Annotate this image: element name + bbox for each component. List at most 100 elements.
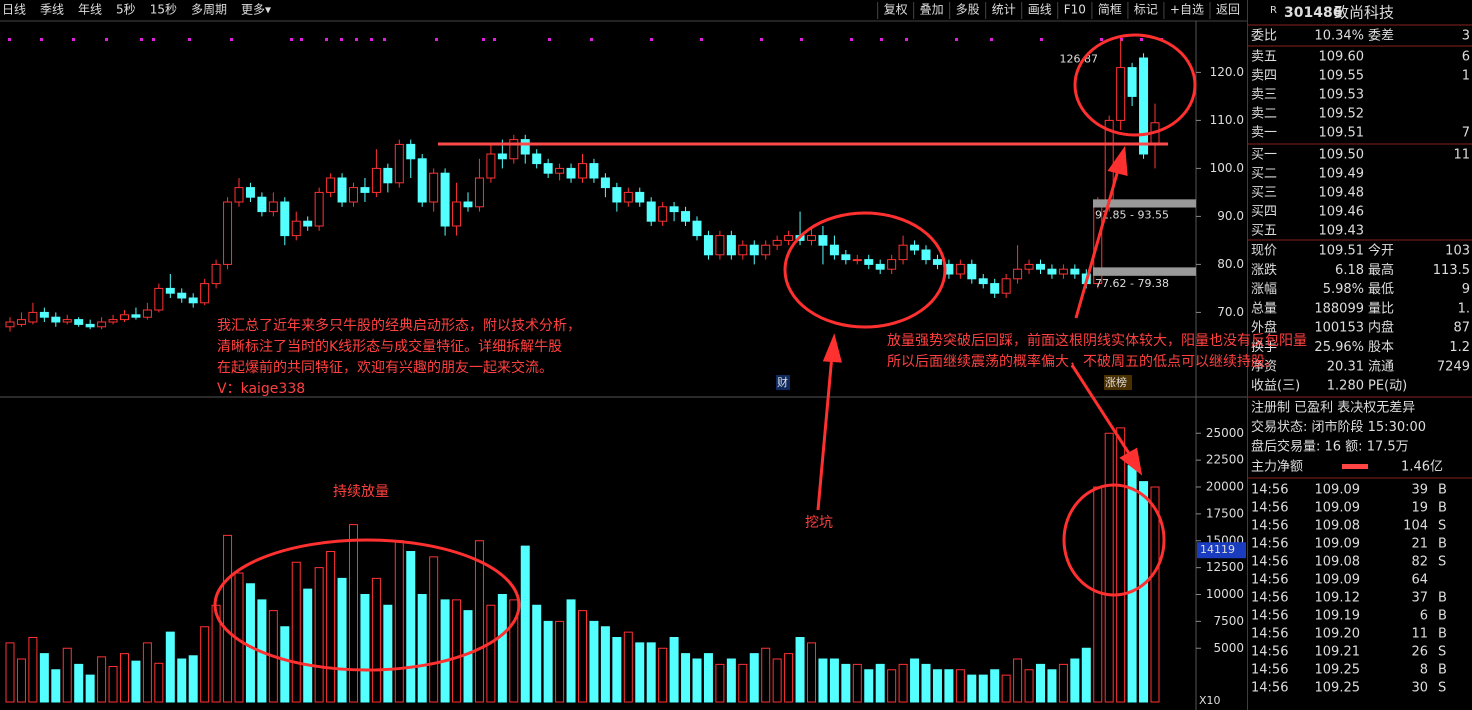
- toolbar-button[interactable]: 统计: [992, 3, 1016, 17]
- candle-body: [1036, 263, 1045, 270]
- candle-body: [474, 177, 484, 208]
- panel-cell: 109.09: [1315, 573, 1361, 588]
- panel-cell: 今开: [1368, 243, 1394, 259]
- candle-body: [383, 167, 393, 184]
- candle-body: [280, 201, 290, 237]
- panel-cell: 1.280: [1327, 379, 1364, 394]
- signal-dot: [880, 38, 883, 41]
- volume-bar: [990, 669, 1000, 703]
- panel-cell: 14:56: [1251, 645, 1288, 660]
- volume-bar: [429, 556, 439, 703]
- panel-cell: 109.09: [1315, 501, 1361, 516]
- volume-bar: [669, 637, 679, 703]
- toolbar-button[interactable]: +自选: [1170, 3, 1204, 17]
- circle: [213, 538, 521, 672]
- candle-body: [440, 172, 450, 227]
- y-tick-label: 22500: [1206, 453, 1244, 467]
- candle-body: [417, 158, 427, 203]
- candle-body: [200, 283, 210, 304]
- candle-body: [39, 311, 49, 318]
- volume-bar: [784, 653, 794, 703]
- y-tick-label: 10000: [1206, 587, 1244, 601]
- panel-cell: 换手: [1251, 340, 1277, 355]
- marker[interactable]: 财: [777, 375, 788, 389]
- panel-cell: 104: [1403, 519, 1428, 534]
- panel-cell: 7: [1462, 126, 1470, 141]
- y-tick-label: 100.0: [1210, 161, 1244, 175]
- panel-cell: 14:56: [1251, 483, 1288, 498]
- current-volume-box: [1197, 542, 1246, 559]
- candle-body: [211, 263, 221, 285]
- toolbar-button[interactable]: 15秒: [150, 3, 177, 17]
- candle-body: [990, 283, 1000, 294]
- candle-body: [268, 201, 278, 213]
- volume-bar: [623, 631, 633, 703]
- toolbar-button[interactable]: 返回: [1216, 3, 1240, 17]
- marker[interactable]: 涨榜: [1105, 375, 1127, 389]
- volume-bar: [509, 599, 519, 703]
- panel-cell: 109.21: [1315, 645, 1361, 660]
- panel-cell: B: [1438, 537, 1447, 552]
- volume-bar: [1116, 427, 1126, 703]
- volume-bar: [1001, 674, 1011, 703]
- panel-cell: 涨幅: [1251, 282, 1277, 297]
- annotation: 挖坑: [805, 515, 833, 531]
- candle-body: [910, 244, 920, 251]
- candle-body: [818, 235, 828, 246]
- marker-box: [1104, 375, 1132, 390]
- candle-body: [1070, 268, 1080, 275]
- candle-body: [692, 220, 702, 237]
- candle-body: [829, 244, 839, 256]
- candle-body: [1024, 263, 1034, 270]
- toolbar-button[interactable]: 多股: [956, 3, 980, 17]
- panel-cell: 股本: [1368, 340, 1394, 355]
- signal-dot: [650, 38, 653, 41]
- signal-dot: [370, 38, 373, 41]
- toolbar-button[interactable]: F10: [1064, 3, 1086, 17]
- toolbar-button[interactable]: 更多▾: [241, 3, 271, 17]
- signal-dot: [290, 38, 293, 41]
- panel-cell: 11: [1453, 148, 1470, 163]
- candle-body: [108, 319, 118, 323]
- volume-bar: [555, 620, 565, 703]
- candle-body: [28, 311, 38, 323]
- arrows: [816, 145, 1143, 511]
- panel-cell: 1: [1462, 69, 1470, 84]
- toolbar-button[interactable]: 画线: [1028, 3, 1052, 17]
- toolbar-button[interactable]: 季线: [40, 3, 64, 17]
- signal-dot: [482, 38, 485, 41]
- toolbar-button[interactable]: 5秒: [116, 3, 136, 17]
- panel-cell: 109.53: [1319, 88, 1365, 103]
- panel-cell: 11: [1411, 627, 1428, 642]
- signal-dot: [990, 38, 993, 41]
- volume-bar: [1047, 669, 1057, 703]
- candle-body: [1001, 278, 1011, 294]
- panel-cell: 买三: [1251, 186, 1277, 201]
- candle-body: [749, 244, 759, 256]
- volume-bar: [887, 669, 897, 703]
- panel-cell: S: [1438, 555, 1446, 570]
- info-line: 盘后交易量: 16 额: 17.5万: [1251, 439, 1409, 455]
- signal-dot: [1040, 38, 1043, 41]
- panel-cell: 现价: [1251, 244, 1277, 259]
- toolbar-button[interactable]: 年线: [78, 3, 102, 17]
- toolbar-button[interactable]: 标记: [1134, 3, 1158, 17]
- candle-body: [589, 163, 599, 179]
- toolbar-button[interactable]: 日线: [2, 3, 26, 17]
- panel-cell: 109.46: [1319, 205, 1365, 220]
- candle-body: [658, 206, 668, 222]
- toolbar-button[interactable]: 复权: [884, 3, 908, 17]
- panel-cell: B: [1438, 501, 1447, 516]
- candle-body: [51, 316, 61, 323]
- volume-bar: [715, 663, 725, 703]
- candle-body: [921, 249, 931, 261]
- candle-body: [864, 259, 874, 265]
- annotation: 我汇总了近年来多只牛股的经典启动形态，附以技术分析，: [217, 317, 581, 334]
- toolbar-button[interactable]: 叠加: [920, 3, 944, 17]
- volume-bar: [1104, 432, 1114, 703]
- toolbar-button[interactable]: 多周期: [191, 3, 227, 17]
- y-tick-label: 7500: [1213, 614, 1244, 628]
- volume-bar: [223, 534, 233, 703]
- toolbar-button[interactable]: 简框: [1098, 3, 1122, 17]
- panel-cell: 14:56: [1251, 663, 1288, 678]
